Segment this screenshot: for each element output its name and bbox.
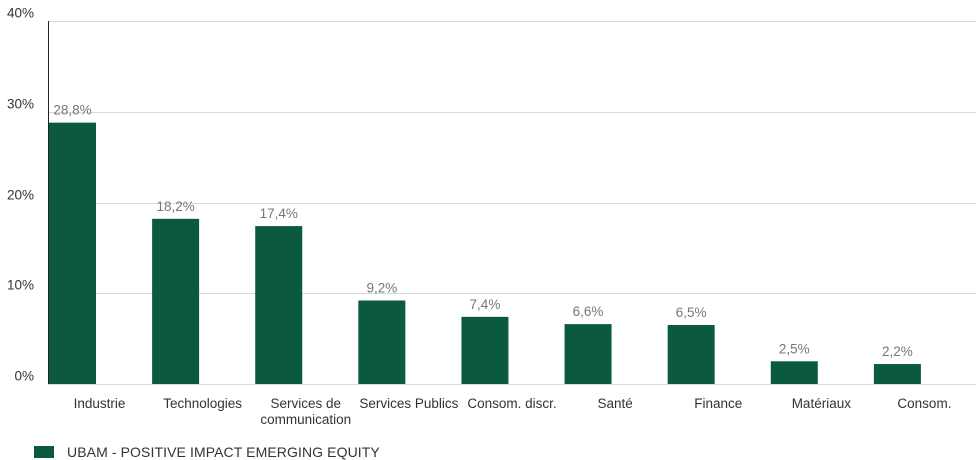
x-tick-label: Industrie [74,396,126,411]
x-tick-label: Santé [597,396,632,411]
data-label: 18,2% [156,199,194,214]
bar [667,325,715,384]
data-label: 7,4% [470,297,501,312]
x-tick-label: Finance [694,396,742,411]
bars [49,122,921,384]
bar [49,122,96,384]
y-tick-label: 40% [7,6,34,21]
data-labels: 28,8% 18,2% 17,4% 9,2% 7,4% 6,6% 6,5% 2,5% 2,2% [53,103,912,359]
y-tick-label: 0% [14,369,34,384]
y-axis-tick-labels: 0% 10% 20% 30% 40% [7,6,34,384]
legend-swatch [34,446,54,458]
data-label: 2,2% [882,344,913,359]
data-label: 2,5% [779,341,810,356]
bar [873,364,921,384]
data-label: 6,5% [676,305,707,320]
y-tick-label: 10% [7,278,34,293]
legend-label: UBAM - POSITIVE IMPACT EMERGING EQUITY [67,444,380,460]
legend: UBAM - POSITIVE IMPACT EMERGING EQUITY [34,444,380,460]
x-tick-label: Technologies [163,396,242,411]
x-tick-label: Consom. discr. [467,396,556,411]
data-label: 17,4% [260,206,298,221]
data-label: 9,2% [366,281,397,296]
bar [358,300,406,384]
data-label: 28,8% [53,103,91,118]
x-tick-label: Services Publics [359,396,458,411]
bar [152,218,200,384]
y-tick-label: 20% [7,188,34,203]
x-tick-label: Services de communication [260,396,351,427]
bar [564,324,612,384]
bar [770,361,818,384]
bar [461,316,509,384]
data-label: 6,6% [573,304,604,319]
gridlines [48,21,976,385]
x-tick-label: Consom. [897,396,951,411]
x-tick-label: Matériaux [792,396,852,411]
x-axis-tick-labels: Industrie Technologies Services de communic… [74,396,952,427]
bar [255,226,303,384]
y-tick-label: 30% [7,97,34,112]
